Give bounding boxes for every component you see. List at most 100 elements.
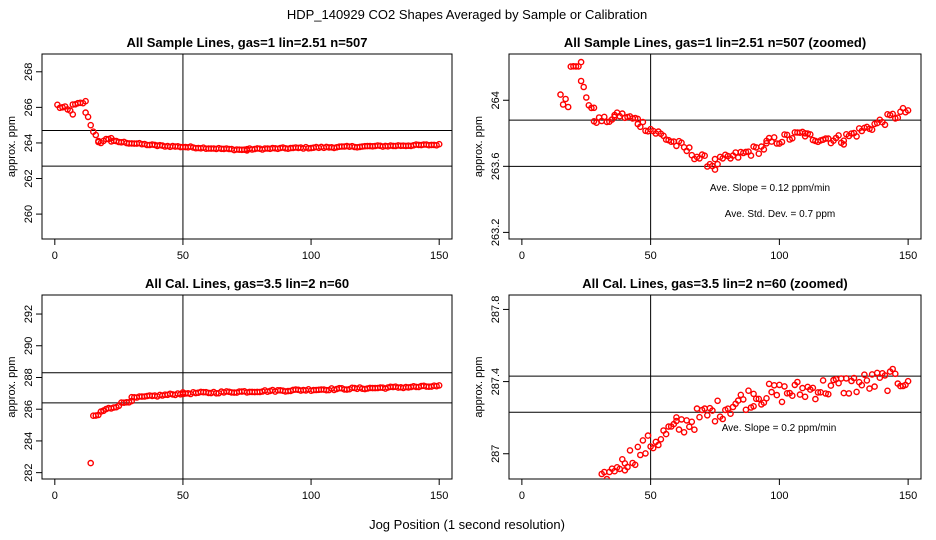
panel-title: All Sample Lines, gas=1 lin=2.51 n=507 (… <box>564 35 866 50</box>
x-tick-label: 50 <box>645 490 657 502</box>
y-tick-label: 287.4 <box>490 368 502 396</box>
panel-title: All Cal. Lines, gas=3.5 lin=2 n=60 <box>145 276 349 291</box>
x-tick-label: 100 <box>770 490 788 502</box>
data-point <box>822 135 830 142</box>
data-point <box>765 380 773 388</box>
data-point <box>711 417 719 425</box>
data-point <box>665 423 672 430</box>
data-point <box>781 383 788 390</box>
x-tick-label: 150 <box>899 490 917 502</box>
y-tick-label: 282 <box>23 463 35 481</box>
data-point <box>562 95 569 103</box>
data-point <box>577 58 585 66</box>
data-point <box>742 148 750 156</box>
data-point <box>789 134 796 142</box>
annotation: Ave. Slope = 0.12 ppm/min <box>710 183 830 194</box>
x-tick-label: 150 <box>430 250 448 262</box>
data-point <box>835 379 842 387</box>
y-tick-label: 284 <box>23 432 35 450</box>
y-tick-label: 292 <box>23 305 35 323</box>
panel-p3: All Cal. Lines, gas=3.5 lin=2 n=60 0 50 100… <box>6 276 453 502</box>
data-point <box>577 77 585 85</box>
data-point <box>92 131 100 139</box>
data-point <box>809 384 817 392</box>
data-point <box>688 418 696 426</box>
data-point <box>763 394 770 402</box>
data-point <box>812 395 819 403</box>
data-point <box>819 377 827 384</box>
data-point <box>680 428 688 436</box>
y-tick-label: 287.8 <box>490 296 502 324</box>
data-point <box>755 395 763 403</box>
data-point <box>760 146 768 153</box>
data-point <box>853 133 860 140</box>
data-point <box>770 134 778 141</box>
panels: All Sample Lines, gas=1 lin=2.51 n=507 0 5… <box>6 35 922 502</box>
data-point <box>631 461 639 469</box>
data-point <box>863 377 871 384</box>
annotation: Ave. Slope = 0.2 ppm/min <box>722 423 837 434</box>
data-point <box>714 397 721 405</box>
data-point <box>889 365 897 373</box>
data-point <box>655 441 662 449</box>
data-point <box>580 83 588 91</box>
data-point <box>714 160 721 168</box>
x-tick-label: 50 <box>177 490 189 502</box>
data-point <box>853 388 860 396</box>
x-tick-label: 0 <box>519 250 525 262</box>
figure-title: HDP_140929 CO2 Shapes Averaged by Sample… <box>287 7 647 22</box>
data-point <box>884 387 891 395</box>
data-point <box>603 118 611 126</box>
data-point <box>603 475 611 479</box>
y-tick-label: 262 <box>23 169 35 187</box>
data-point <box>740 396 747 403</box>
x-tick-label: 0 <box>52 250 58 262</box>
y-tick-label: 266 <box>23 98 35 116</box>
data-point <box>644 432 652 439</box>
plot-frame <box>41 53 453 240</box>
data-points <box>54 97 443 154</box>
data-point <box>691 426 698 434</box>
data-point <box>87 121 94 129</box>
data-point <box>711 166 719 173</box>
data-point <box>840 137 848 144</box>
data-point <box>82 97 89 105</box>
data-point <box>894 114 902 121</box>
data-point <box>745 387 752 395</box>
y-tick-label: 268 <box>23 63 35 81</box>
data-point <box>858 381 866 389</box>
data-point <box>807 131 814 138</box>
data-point <box>904 377 912 385</box>
y-tick-label: 287 <box>490 445 502 463</box>
data-point <box>742 406 750 414</box>
data-point <box>701 152 709 159</box>
panel-p4: All Cal. Lines, gas=3.5 lin=2 n=60 (zoom… <box>473 276 922 502</box>
y-tick-label: 260 <box>23 205 35 223</box>
y-tick-label: 263.6 <box>490 153 502 181</box>
data-point <box>583 94 590 101</box>
data-point <box>801 393 809 401</box>
data-point <box>667 138 675 145</box>
data-point <box>87 459 94 467</box>
data-points <box>598 365 912 479</box>
panel-title: All Cal. Lines, gas=3.5 lin=2 n=60 (zoom… <box>582 276 848 291</box>
data-point <box>727 410 734 418</box>
data-point <box>634 443 642 451</box>
data-point <box>789 392 796 400</box>
annotation: Ave. Std. Dev. = 0.7 ppm <box>725 209 836 220</box>
data-point <box>778 398 786 406</box>
data-point <box>868 126 876 133</box>
data-point <box>814 389 822 396</box>
data-point <box>711 155 719 163</box>
data-point <box>624 463 631 471</box>
data-point <box>639 118 647 126</box>
data-point <box>781 131 788 138</box>
data-point <box>637 451 644 459</box>
y-axis-label: approx. ppm <box>473 116 485 177</box>
data-point <box>693 405 701 412</box>
data-point <box>435 382 443 389</box>
plot-frame <box>41 294 453 480</box>
y-axis-label: approx. ppm <box>6 356 18 417</box>
data-point <box>686 423 693 431</box>
